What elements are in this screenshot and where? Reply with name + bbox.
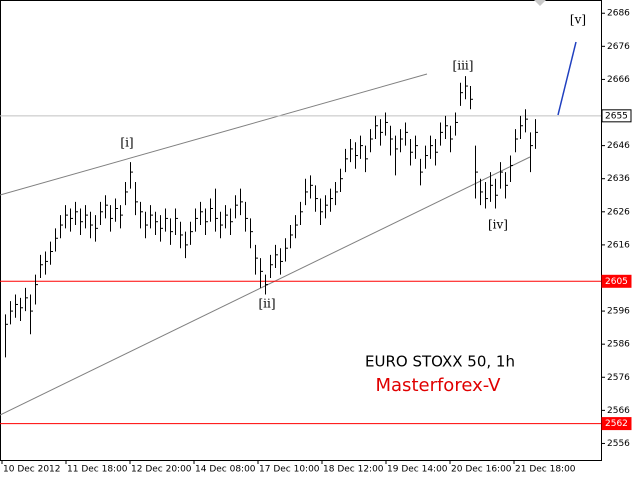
x-tick-label: 18 Dec 12:00: [323, 465, 384, 475]
x-tick-label: 21 Dec 18:00: [515, 465, 576, 475]
upper-trend-line: [0, 73, 428, 196]
level-label: 2562: [605, 419, 628, 429]
chart-title: EURO STOXX 50, 1h: [365, 353, 515, 371]
level-label: 2655: [605, 111, 628, 121]
x-tick-label: 14 Dec 08:00: [195, 465, 256, 475]
scroll-marker: [534, 0, 546, 6]
y-tick-label: 2556: [607, 439, 630, 449]
x-tick-label: 11 Dec 18:00: [67, 465, 128, 475]
level-label-box: [601, 417, 632, 431]
wave-label: [iii]: [453, 59, 474, 73]
y-tick-label: 2666: [607, 75, 630, 85]
wave-label: [v]: [570, 13, 586, 27]
y-tick-label: 2626: [607, 207, 630, 217]
level-label-box: [601, 109, 632, 123]
x-tick-label: 17 Dec 10:00: [259, 465, 320, 475]
chart-subtitle: Masterforex-V: [376, 375, 502, 396]
y-tick-label: 2596: [607, 307, 630, 317]
y-tick-label: 2676: [607, 42, 630, 52]
wave-label: [iv]: [488, 218, 508, 232]
x-tick-label: 19 Dec 14:00: [387, 465, 448, 475]
y-tick-label: 2586: [607, 340, 630, 350]
y-tick-label: 2686: [607, 9, 630, 19]
level-label-box: [601, 274, 632, 288]
y-tick-label: 2646: [607, 141, 630, 151]
plot-frame: [0, 0, 602, 461]
x-tick-label: 12 Dec 20:00: [131, 465, 192, 475]
projection-line: [557, 41, 577, 116]
x-tick-label: 10 Dec 2012: [3, 465, 61, 475]
y-tick-label: 2636: [607, 174, 630, 184]
y-tick-label: 2616: [607, 240, 630, 250]
level-label: 2605: [605, 277, 628, 287]
x-tick-label: 20 Dec 16:00: [451, 465, 512, 475]
y-tick-label: 2576: [607, 373, 630, 383]
wave-label: [ii]: [258, 297, 275, 311]
y-tick-label: 2566: [607, 406, 630, 416]
wave-label: [i]: [120, 136, 133, 150]
